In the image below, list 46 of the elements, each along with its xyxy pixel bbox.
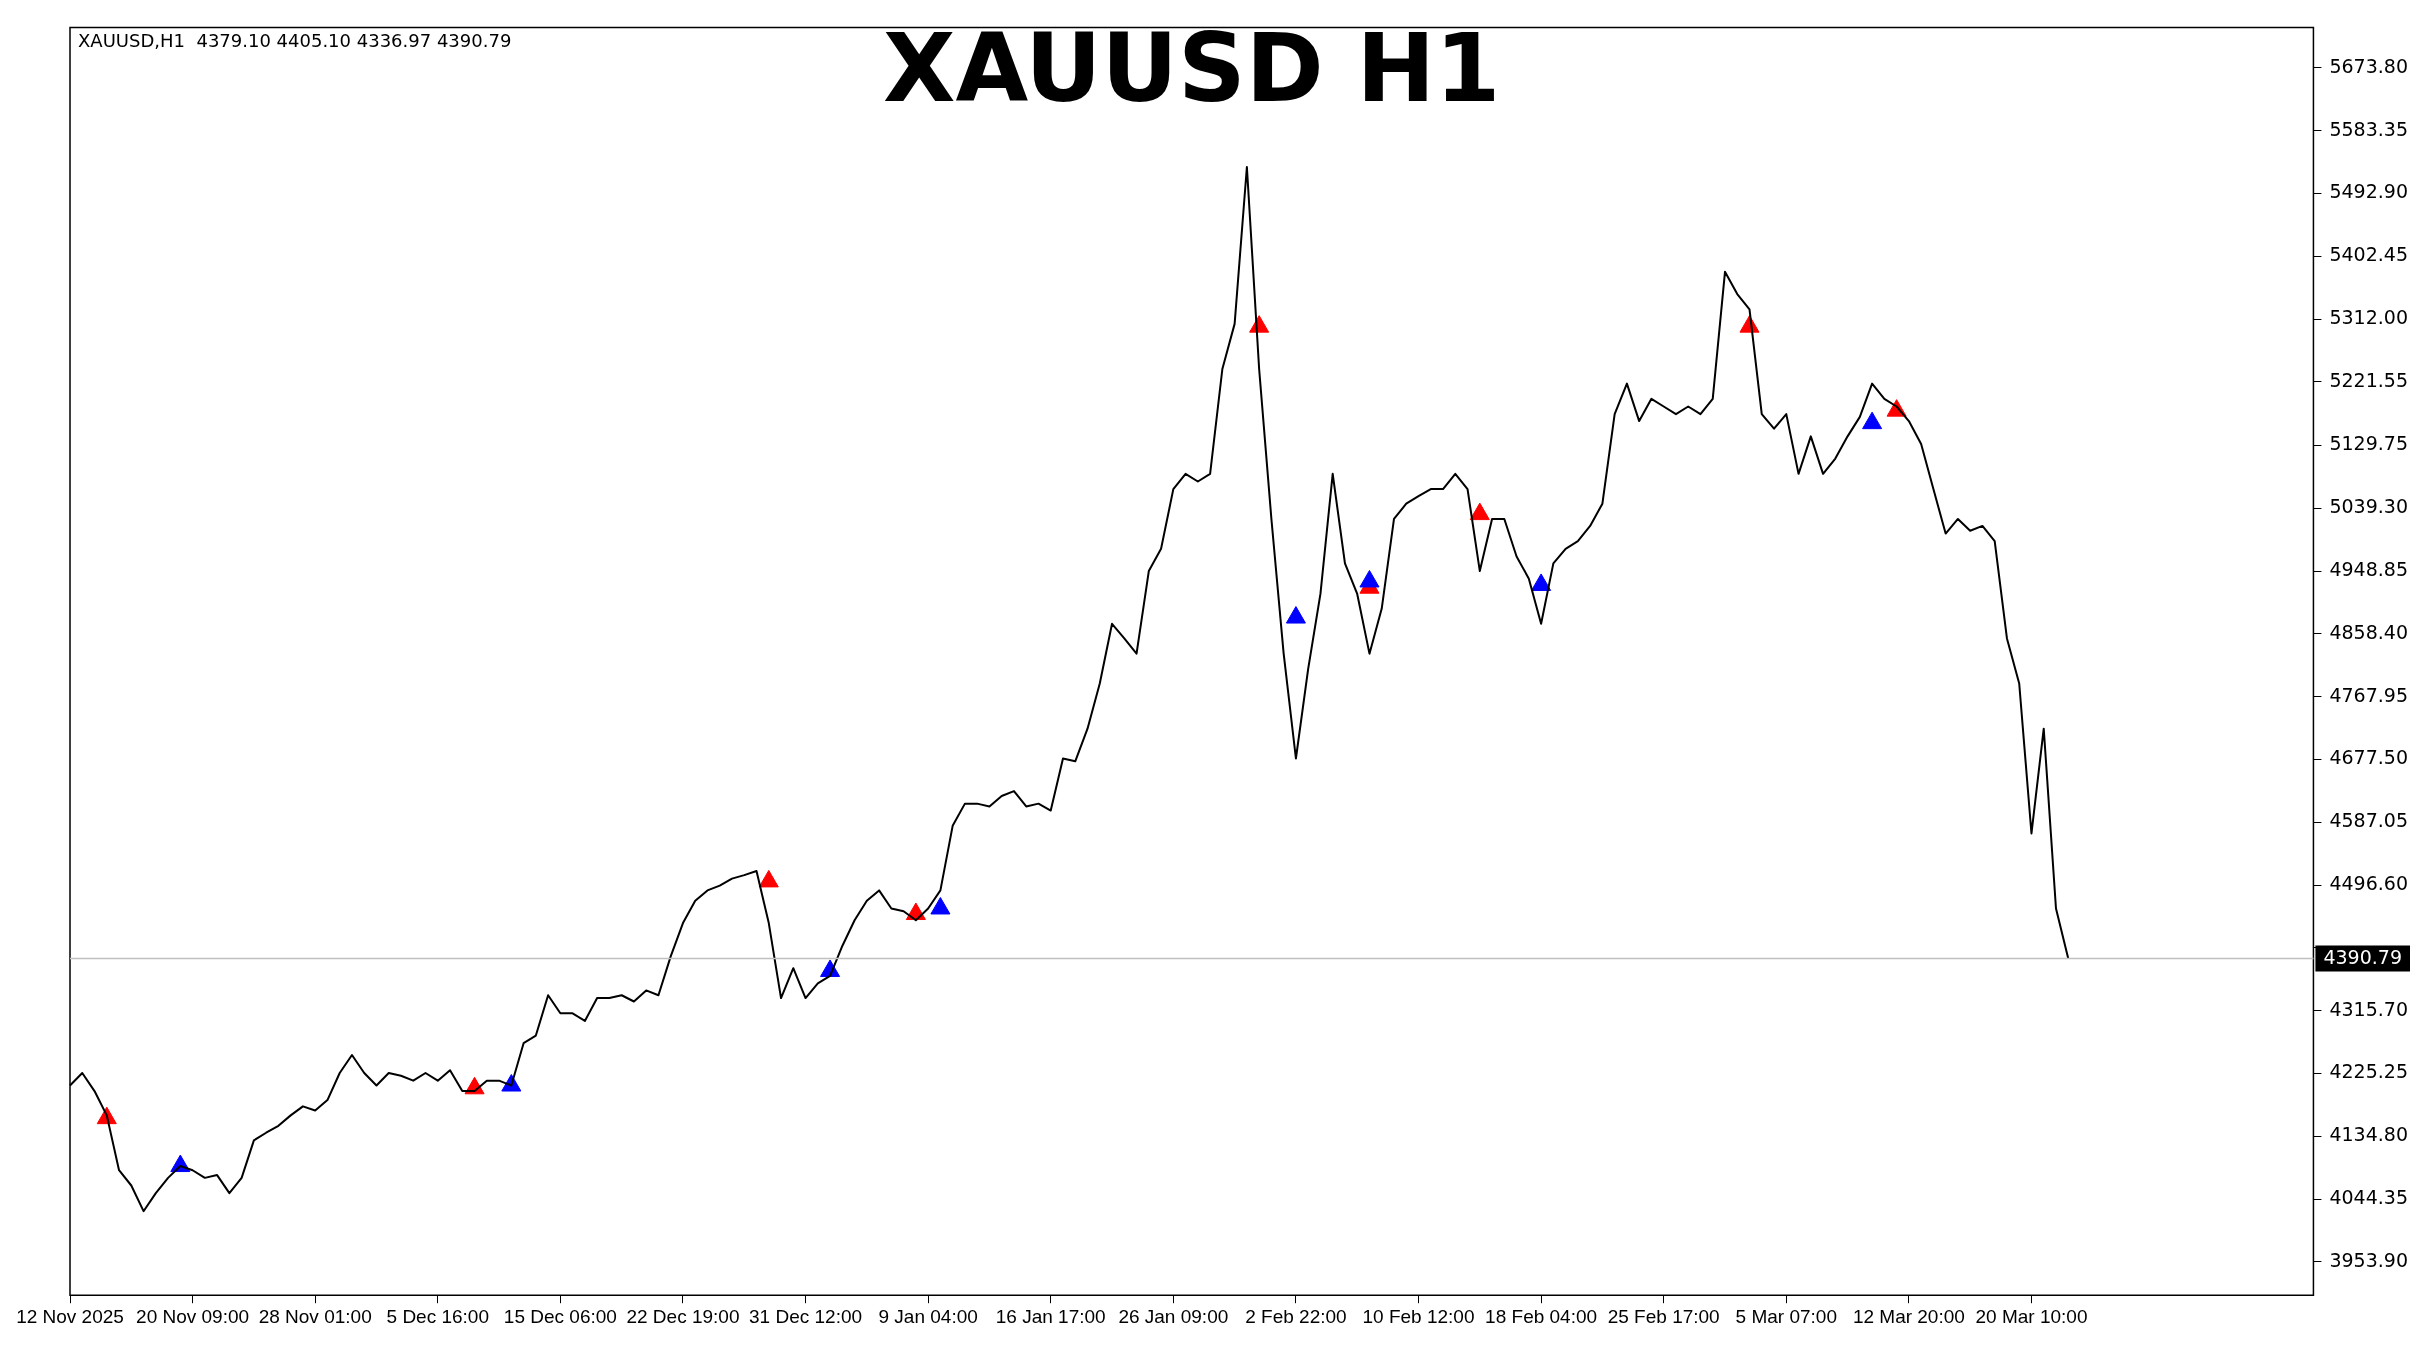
- y-tick-label: 4134.80: [2329, 1123, 2409, 1146]
- x-tick-label: 12 Nov 2025: [16, 1305, 124, 1327]
- y-tick-label: 4858.40: [2329, 620, 2409, 643]
- point: [1469, 502, 1490, 521]
- point: [1359, 569, 1380, 588]
- y-tick-label: 4496.60: [2329, 872, 2409, 895]
- annotation: XAUUSD,H1 4379.10 4405.10 4336.97 4390.79: [78, 30, 512, 52]
- y-tick-label: 5402.45: [2329, 243, 2409, 266]
- x-tick-label: 18 Feb 04:00: [1485, 1305, 1598, 1327]
- x-tick-label: 25 Feb 17:00: [1607, 1305, 1720, 1327]
- point: [758, 869, 779, 888]
- x-tick-label: 10 Feb 12:00: [1362, 1305, 1475, 1327]
- x-tick-label: 22 Dec 19:00: [626, 1305, 740, 1327]
- y-tick-label: 5039.30: [2329, 495, 2409, 518]
- x-tick-label: 31 Dec 12:00: [749, 1305, 863, 1327]
- y-tick-label: 4225.25: [2329, 1060, 2409, 1083]
- y-tick-label: 5673.80: [2329, 54, 2409, 77]
- x-tick-label: 16 Jan 17:00: [995, 1305, 1106, 1327]
- x-tick-label: 20 Mar 10:00: [1975, 1305, 2088, 1327]
- y-tick-label: 4677.50: [2329, 746, 2409, 769]
- x-tick-label: 5 Mar 07:00: [1735, 1305, 1837, 1327]
- x-tick-label: 26 Jan 09:00: [1118, 1305, 1229, 1327]
- x-tick-label: 12 Mar 20:00: [1852, 1305, 1965, 1327]
- point: [1531, 573, 1552, 591]
- x-tick-label: 9 Jan 04:00: [878, 1305, 978, 1327]
- y-tick-label: 5312.00: [2329, 305, 2409, 328]
- y-tick-label: 4587.05: [2329, 809, 2409, 832]
- y-tick-label: 4948.85: [2329, 558, 2409, 581]
- y-tick-label: 5583.35: [2329, 117, 2409, 140]
- ref-line-label: 4390.79: [2323, 945, 2403, 968]
- y-tick-label: 4767.95: [2329, 683, 2409, 706]
- y-tick-label: 4315.70: [2329, 997, 2409, 1020]
- y-tick-label: 5221.55: [2329, 368, 2409, 391]
- x-tick-label: 28 Nov 01:00: [258, 1305, 372, 1327]
- x-tick-label: 2 Feb 22:00: [1245, 1305, 1347, 1327]
- x-tick-label: 5 Dec 16:00: [386, 1305, 490, 1327]
- point: [930, 896, 951, 915]
- x-tick-label: 15 Dec 06:00: [503, 1305, 617, 1327]
- chart-title: XAUUSD H1: [882, 13, 1501, 123]
- y-tick-label: 5129.75: [2329, 432, 2409, 455]
- x-tick-label: 20 Nov 09:00: [136, 1305, 250, 1327]
- y-tick-label: 4044.35: [2329, 1186, 2409, 1209]
- point: [1285, 606, 1306, 624]
- y-tick-label: 5492.90: [2329, 180, 2409, 203]
- y-tick-label: 3953.90: [2329, 1248, 2409, 1271]
- point: [1862, 411, 1883, 430]
